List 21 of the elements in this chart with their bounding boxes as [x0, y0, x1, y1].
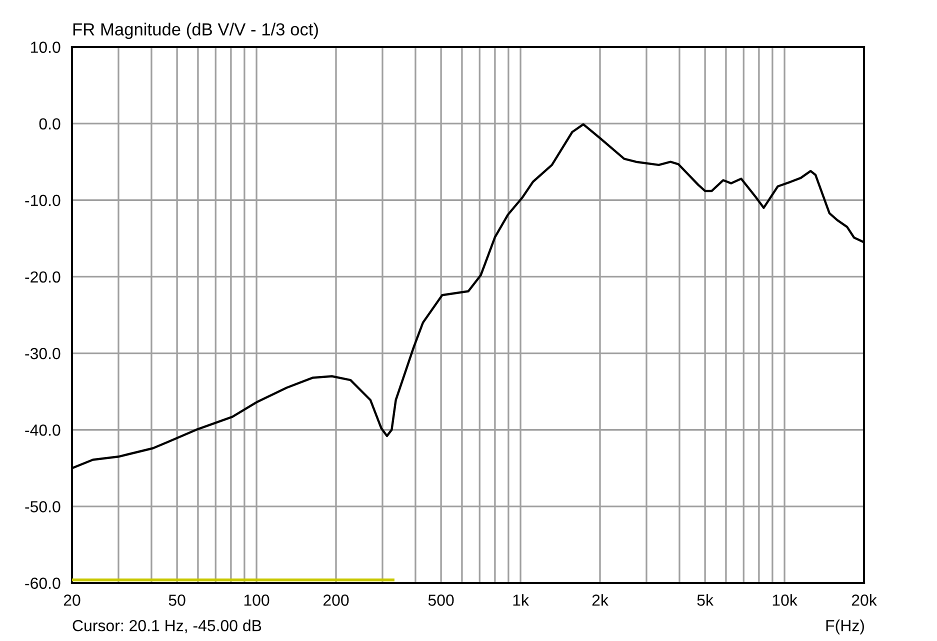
- x-tick-label: 2k: [592, 594, 608, 606]
- x-axis-title: F(Hz): [826, 620, 864, 634]
- y-tick-label: -60.0: [25, 578, 60, 589]
- y-tick-label: -40.0: [25, 424, 60, 436]
- x-tick-label: 50: [168, 594, 186, 606]
- x-tick-label: 100: [244, 594, 270, 606]
- y-tick-label: -10.0: [25, 194, 60, 206]
- y-tick-label: 10.0: [31, 42, 60, 53]
- x-tick-label: 20: [64, 594, 80, 606]
- x-tick-label: 1k: [513, 594, 529, 606]
- y-tick-label: -30.0: [25, 348, 60, 360]
- x-tick-label: 200: [323, 594, 349, 606]
- x-tick-label: 20k: [852, 594, 877, 606]
- x-tick-label: 500: [428, 594, 454, 606]
- x-tick-label: 10k: [772, 594, 798, 606]
- text: Cursor: 20.1 Hz, -45.00 dB: [72, 620, 262, 634]
- y-tick-label: 0.0: [39, 118, 60, 130]
- x-tick-label: 5k: [697, 594, 714, 606]
- y-tick-label: -20.0: [25, 271, 60, 283]
- chart-title: FR Magnitude (dB V/V - 1/3 oct): [73, 22, 318, 39]
- y-tick-label: -50.0: [25, 501, 60, 512]
